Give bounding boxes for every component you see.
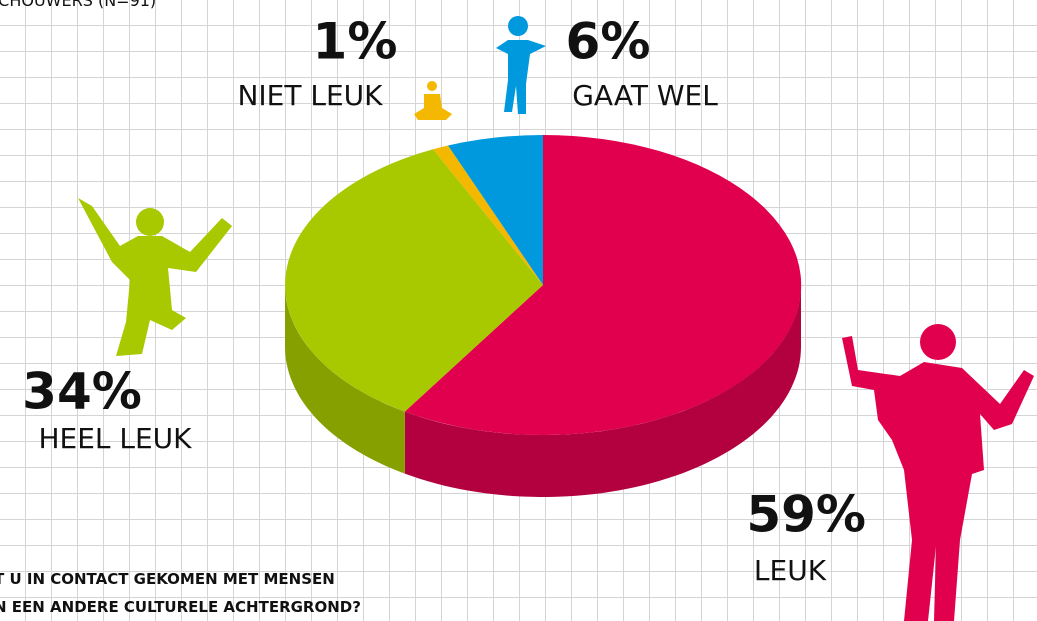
question-line: T U IN CONTACT GEKOMEN MET MENSEN [0,570,335,588]
figure-red [842,324,1034,621]
subtitle: SCHOUWERS (N=91) [0,0,156,10]
category-label: HEEL LEUK [38,422,192,455]
value-label: 6% [566,13,651,71]
pie [285,135,801,497]
value-label: 59% [746,486,866,544]
category-label: GAAT WEL [572,79,718,112]
value-label: 34% [22,363,142,421]
question-line: N EEN ANDERE CULTURELE ACHTERGROND? [0,598,361,616]
figure-yellow [414,81,452,120]
figure-green [78,198,232,356]
category-label: LEUK [754,554,827,587]
value-label: 1% [313,13,398,71]
chart: SCHOUWERS (N=91) T U IN CONTACT GEKOMEN … [0,0,1037,621]
category-label: NIET LEUK [237,79,383,112]
figure-blue [496,16,546,114]
